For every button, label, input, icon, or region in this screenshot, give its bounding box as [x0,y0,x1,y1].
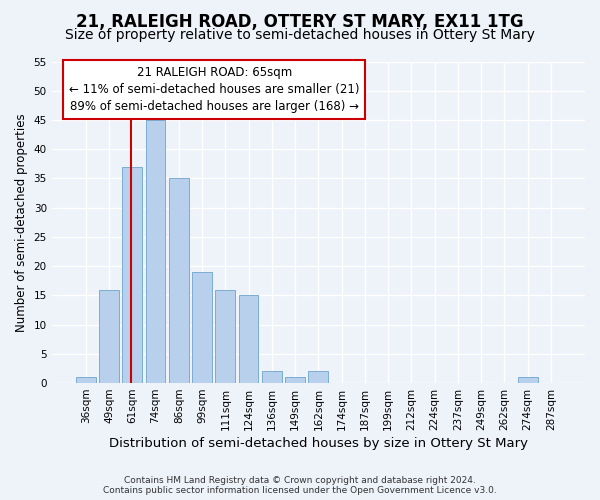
Bar [285,377,305,383]
Text: 21, RALEIGH ROAD, OTTERY ST MARY, EX11 1TG: 21, RALEIGH ROAD, OTTERY ST MARY, EX11 1… [76,12,524,30]
Bar [262,372,282,383]
Bar [99,290,119,383]
Text: Contains HM Land Registry data © Crown copyright and database right 2024.
Contai: Contains HM Land Registry data © Crown c… [103,476,497,495]
Bar [122,166,142,383]
Bar [76,377,95,383]
Text: Size of property relative to semi-detached houses in Ottery St Mary: Size of property relative to semi-detach… [65,28,535,42]
X-axis label: Distribution of semi-detached houses by size in Ottery St Mary: Distribution of semi-detached houses by … [109,437,528,450]
Bar [169,178,188,383]
Bar [215,290,235,383]
Bar [518,377,538,383]
Bar [239,296,259,383]
Bar [308,372,328,383]
Text: 21 RALEIGH ROAD: 65sqm
← 11% of semi-detached houses are smaller (21)
89% of sem: 21 RALEIGH ROAD: 65sqm ← 11% of semi-det… [69,66,359,114]
Bar [192,272,212,383]
Y-axis label: Number of semi-detached properties: Number of semi-detached properties [15,113,28,332]
Bar [146,120,166,383]
